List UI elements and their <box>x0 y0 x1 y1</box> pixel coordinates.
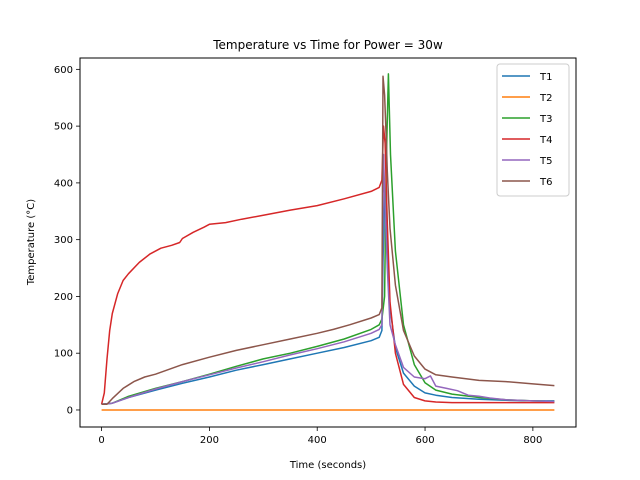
legend: T1 T2 T3 T4 T5 T6 <box>496 63 570 197</box>
chart-title: Temperature vs Time for Power = 30w <box>212 38 443 52</box>
series-layer <box>100 73 555 411</box>
series-line-t5 <box>101 153 555 406</box>
x-tick-label: 600 <box>415 435 434 446</box>
legend-label-t5: T5 <box>539 156 552 167</box>
y-tick-label: 300 <box>54 235 73 246</box>
y-tick-label: 500 <box>54 122 73 133</box>
legend-label-t6: T6 <box>539 177 552 188</box>
y-tick-label: 600 <box>54 65 73 76</box>
x-axis-label: Time (seconds) <box>289 460 366 471</box>
y-axis-ticks: 0 100 200 300 400 500 600 <box>54 65 80 416</box>
x-tick-label: 0 <box>98 435 104 446</box>
legend-label-t4: T4 <box>539 135 552 146</box>
y-axis-label: Temperature (°C) <box>26 199 37 286</box>
legend-label-t2: T2 <box>539 93 552 104</box>
plot-frame <box>79 57 577 428</box>
x-axis-ticks: 0 200 400 600 800 <box>98 427 542 446</box>
y-tick-label: 200 <box>54 292 73 303</box>
x-tick-label: 400 <box>308 435 327 446</box>
series-line-t6 <box>101 75 555 406</box>
y-tick-label: 100 <box>54 349 73 360</box>
legend-label-t3: T3 <box>539 114 552 125</box>
legend-label-t1: T1 <box>539 72 552 83</box>
y-tick-label: 0 <box>67 405 73 416</box>
y-tick-label: 400 <box>54 178 73 189</box>
x-tick-label: 200 <box>200 435 219 446</box>
x-tick-label: 800 <box>523 435 542 446</box>
series-line-t4 <box>100 125 555 405</box>
legend-box <box>496 63 570 197</box>
